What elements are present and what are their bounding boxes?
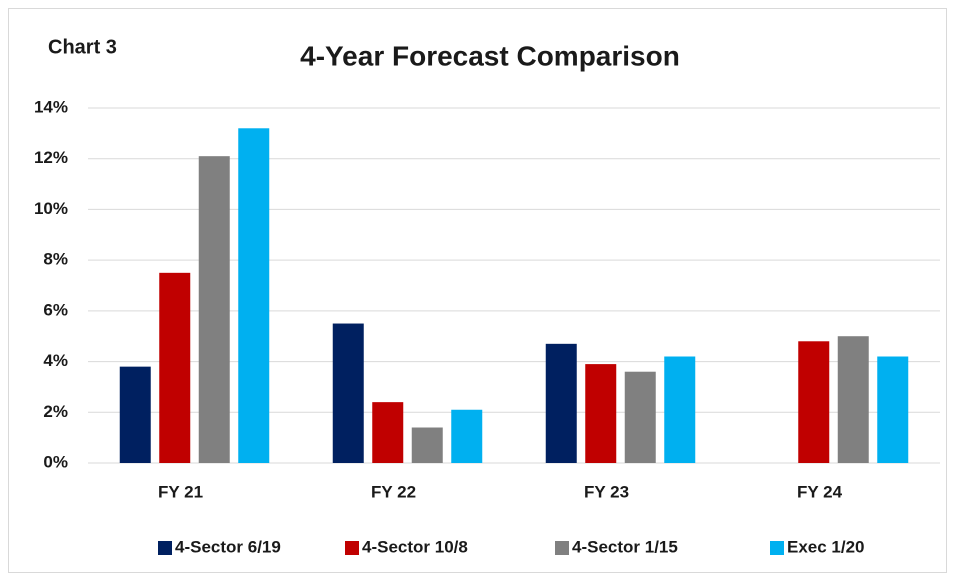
legend-label: 4-Sector 1/15 [572,537,678,556]
bar [372,402,404,463]
y-tick-label: 6% [43,300,68,319]
bar [837,336,869,463]
legend-swatch [770,541,784,555]
y-tick-label: 2% [43,402,68,421]
x-tick-label: FY 22 [371,482,416,501]
bar [198,156,230,463]
y-tick-label: 8% [43,250,68,269]
legend-label: 4-Sector 10/8 [362,537,468,556]
bar [664,356,696,463]
y-tick-label: 10% [34,199,68,218]
y-tick-label: 12% [34,148,68,167]
bar [624,371,656,463]
bar [332,323,364,463]
bar [585,364,617,463]
bar [877,356,909,463]
x-tick-label: FY 24 [797,482,843,501]
bar [545,343,577,463]
y-tick-label: 14% [34,97,68,116]
x-tick-label: FY 23 [584,482,629,501]
bar [159,272,191,463]
bar [411,427,443,463]
legend-label: Exec 1/20 [787,537,865,556]
legend-swatch [345,541,359,555]
chart-title: 4-Year Forecast Comparison [300,40,680,71]
chart-annotation: Chart 3 [48,36,117,58]
bar [798,341,830,463]
y-tick-label: 0% [43,452,68,471]
y-tick-label: 4% [43,351,68,370]
x-tick-label: FY 21 [158,482,203,501]
bar [238,128,270,464]
bar [451,409,483,463]
legend-label: 4-Sector 6/19 [175,537,281,556]
bar [119,366,151,463]
legend-swatch [158,541,172,555]
legend-swatch [555,541,569,555]
